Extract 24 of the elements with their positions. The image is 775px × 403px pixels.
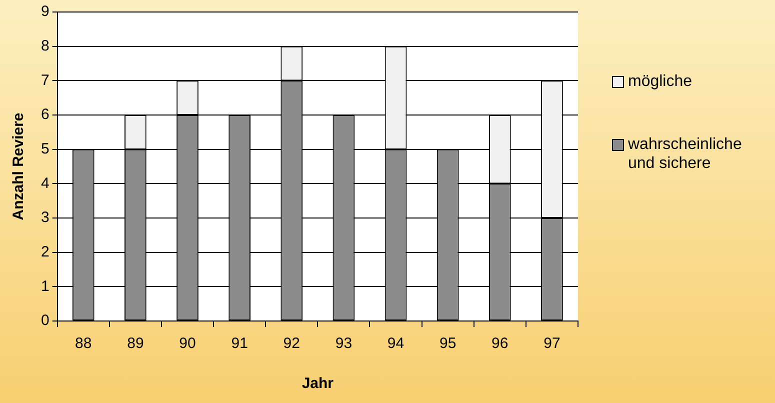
x-tick-label: 91 <box>231 335 248 352</box>
y-tick-label: 8 <box>41 37 50 54</box>
text: mögliche <box>628 72 692 91</box>
y-tick-label: 0 <box>41 312 50 330</box>
y-axis-title: Anzahl Reviere <box>10 112 28 220</box>
y-tick-label: 1 <box>41 278 50 295</box>
y-tick-label: 7 <box>41 72 50 89</box>
y-tick-label: 5 <box>41 140 50 158</box>
y-tick-label: 9 <box>41 3 50 20</box>
y-tick-label: 6 <box>41 106 50 124</box>
x-tick-label: 92 <box>283 335 300 352</box>
x-tick-label: 88 <box>75 335 92 352</box>
x-tick-label: 95 <box>439 335 456 352</box>
x-tick-label: 89 <box>127 335 144 352</box>
x-tick-label: 97 <box>544 335 560 352</box>
y-tick-label: 2 <box>41 243 50 260</box>
y-tick-label: 3 <box>41 209 50 226</box>
x-axis-title: Jahr <box>302 375 334 392</box>
y-tick-label: 4 <box>41 174 50 192</box>
legend-label: wahrscheinliche und sichere <box>628 135 743 173</box>
x-tick-label: 94 <box>387 335 404 352</box>
x-tick-label: 96 <box>492 335 508 352</box>
x-tick-label: 93 <box>335 335 352 352</box>
x-tick-label: 90 <box>179 335 196 352</box>
